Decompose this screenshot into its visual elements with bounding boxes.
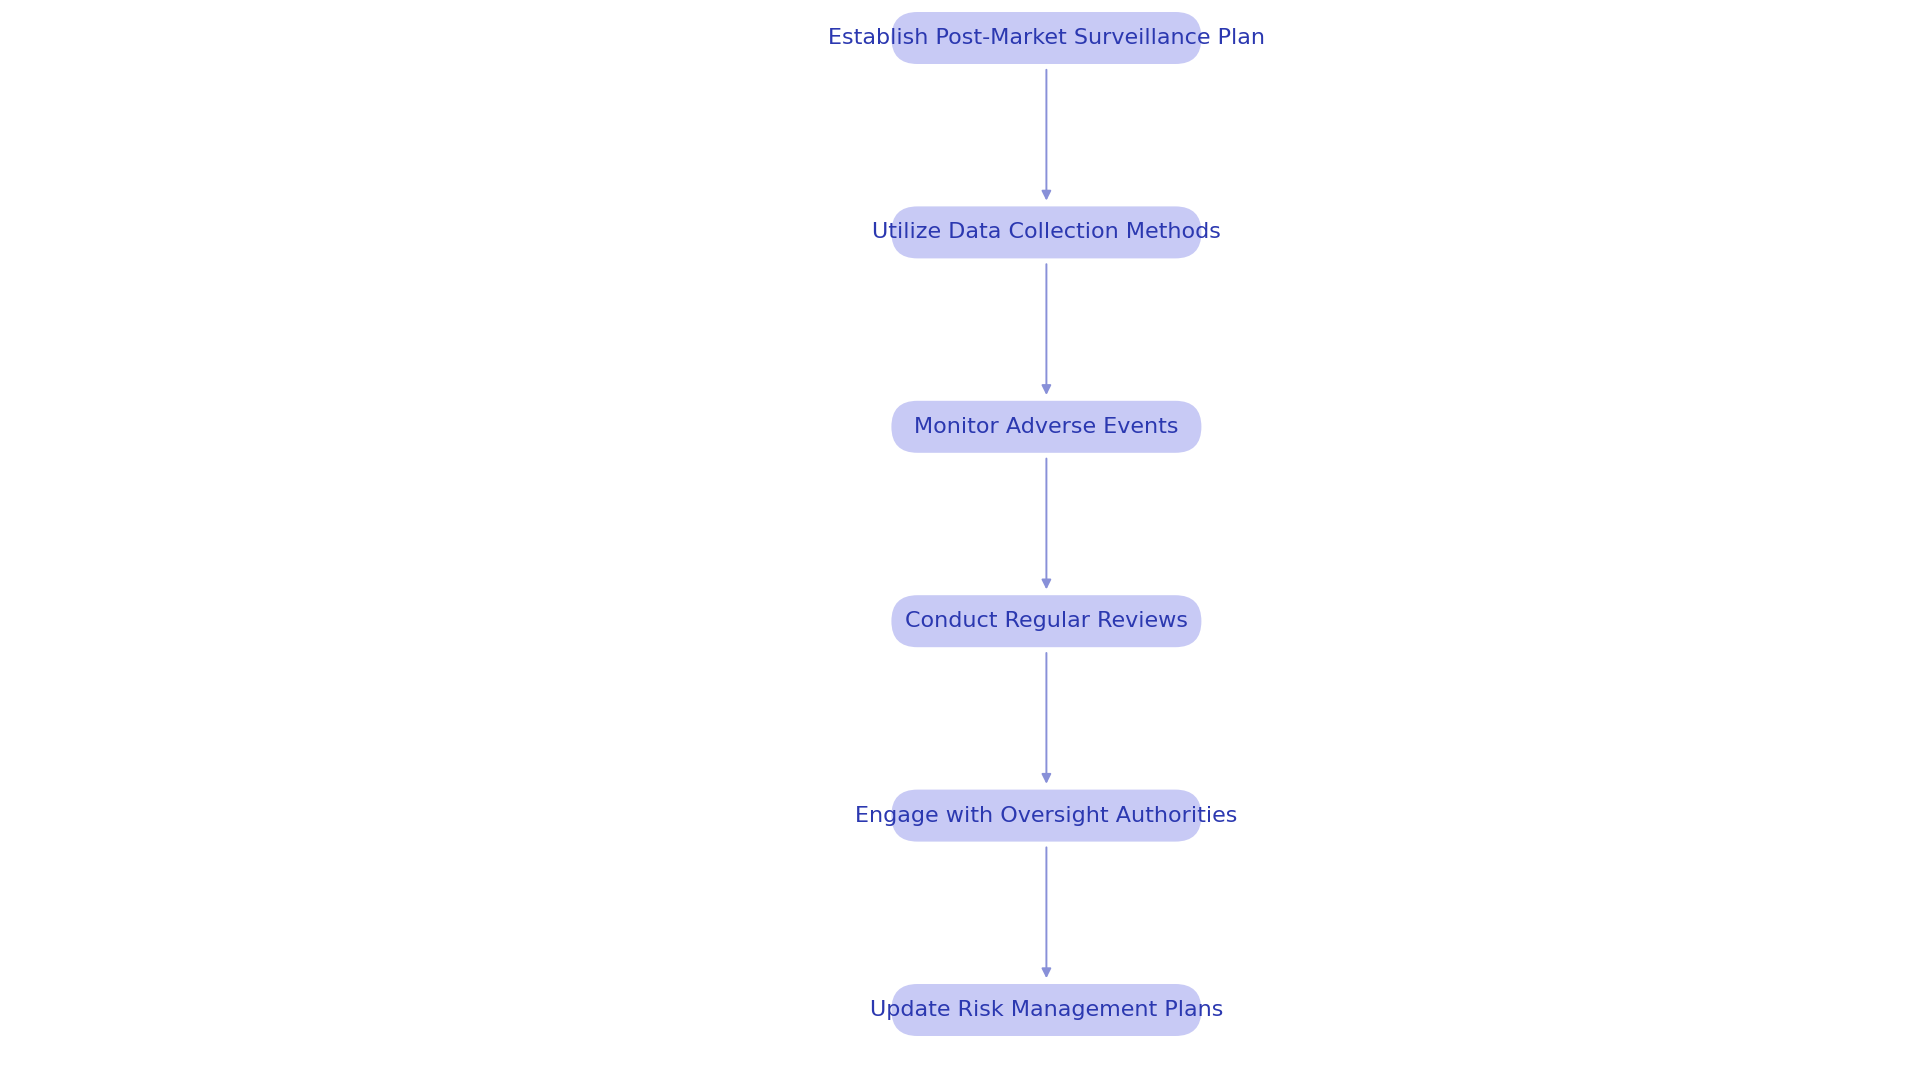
Text: Monitor Adverse Events: Monitor Adverse Events: [914, 417, 1179, 436]
FancyBboxPatch shape: [891, 401, 1202, 453]
Text: Engage with Oversight Authorities: Engage with Oversight Authorities: [854, 806, 1238, 825]
Text: Update Risk Management Plans: Update Risk Management Plans: [870, 1000, 1223, 1020]
Text: Utilize Data Collection Methods: Utilize Data Collection Methods: [872, 222, 1221, 243]
FancyBboxPatch shape: [891, 790, 1202, 841]
Text: Establish Post-Market Surveillance Plan: Establish Post-Market Surveillance Plan: [828, 28, 1265, 48]
FancyBboxPatch shape: [891, 207, 1202, 259]
FancyBboxPatch shape: [891, 596, 1202, 648]
FancyBboxPatch shape: [891, 12, 1202, 64]
Text: Conduct Regular Reviews: Conduct Regular Reviews: [904, 611, 1188, 631]
FancyBboxPatch shape: [891, 984, 1202, 1036]
